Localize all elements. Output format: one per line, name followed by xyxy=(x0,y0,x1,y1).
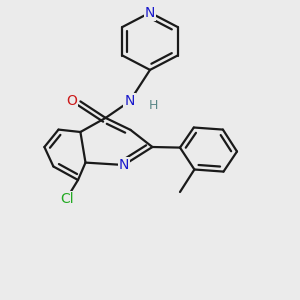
Text: H: H xyxy=(148,99,158,112)
Text: N: N xyxy=(119,158,129,172)
Text: Cl: Cl xyxy=(60,192,74,206)
Text: N: N xyxy=(124,94,135,108)
Text: N: N xyxy=(145,6,155,20)
Text: O: O xyxy=(67,94,77,108)
